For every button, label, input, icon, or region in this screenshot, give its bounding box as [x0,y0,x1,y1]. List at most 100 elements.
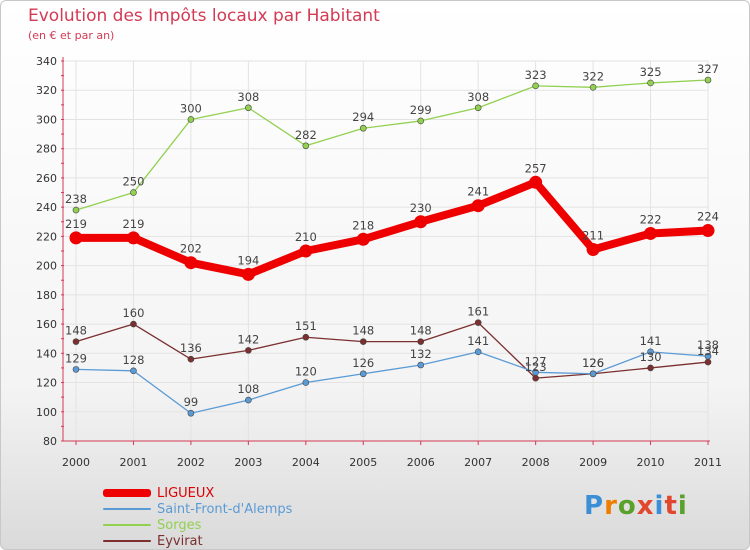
data-label: 138 [697,338,719,352]
data-point [187,116,195,123]
data-point [414,215,428,229]
data-label: 282 [295,128,317,142]
data-label: 129 [65,351,87,365]
data-label: 211 [582,229,604,243]
series-line [75,79,709,211]
data-point [187,409,195,417]
data-label: 126 [352,356,374,370]
data-point [69,231,83,245]
x-tick-label: 2002 [177,456,205,469]
axis-layer: 80 100 120 140 160 180 200 220 240 260 280 300 320 34… [36,55,722,469]
data-label: 241 [467,185,489,199]
data-point [302,333,310,341]
y-tick-label: 260 [36,172,57,185]
legend-item: Sorges [103,517,292,533]
legend-swatch [103,524,151,526]
data-point [589,370,597,378]
data-point [644,226,658,240]
data-label: 160 [122,306,144,320]
data-point [299,244,313,258]
series-sorges [72,76,712,214]
data-label: 126 [582,356,604,370]
data-label: 99 [184,395,199,409]
data-label: 128 [122,353,144,367]
x-tick-label: 2001 [119,456,147,469]
data-point [356,232,370,246]
data-label: 219 [65,217,87,231]
data-point [704,352,712,360]
data-point [704,358,712,366]
chart-subtitle: (en € et par an) [28,29,115,42]
data-label: 151 [295,319,317,333]
grid-layer [62,60,709,442]
data-label: 136 [180,341,202,355]
proxiti-logo: Proxiti [584,491,688,521]
data-point [417,361,425,369]
x-tick-label: 2011 [694,456,722,469]
data-label: 210 [295,230,317,244]
data-point [130,367,137,375]
legend: LIGUEUX Saint-Front-d'Alemps Sorges Eyvirat [103,485,292,549]
y-tick-label: 340 [36,55,57,68]
data-label: 323 [525,68,547,82]
data-point [417,338,425,345]
x-tick-label: 2009 [579,456,607,469]
data-point [474,319,482,326]
data-point [471,199,485,213]
x-tick-label: 2010 [637,456,665,469]
data-label: 250 [122,175,144,189]
data-point [359,124,367,132]
data-label: 300 [180,101,202,115]
series-ligueux [69,175,715,281]
data-label-layer: 238 250 300 308 282 294 299 308 323 322 325 327 148 1… [65,62,719,409]
data-label: 130 [640,350,662,364]
y-tick-label: 220 [36,230,57,243]
y-tick-label: 180 [36,289,57,302]
data-point [359,338,367,345]
data-point [72,206,80,214]
data-label: 142 [237,332,259,346]
data-point [529,175,543,189]
y-tick-label: 160 [36,318,57,331]
legend-item: Eyvirat [103,533,292,549]
data-label: 257 [525,161,547,175]
data-point [701,224,715,238]
data-point [532,374,539,382]
data-point [532,82,539,90]
data-point [474,104,482,112]
y-tick-label: 120 [36,377,57,390]
data-point [647,364,654,372]
legend-swatch [103,540,151,542]
data-point [245,347,252,354]
logo-letter: i [654,491,665,521]
legend-label: LIGUEUX [157,485,215,501]
x-tick-label: 2000 [62,456,90,469]
y-tick-label: 300 [36,113,57,126]
data-label: 148 [352,324,374,338]
series-eyvirat [72,319,712,382]
data-label: 123 [525,360,547,374]
data-label: 194 [237,253,259,267]
data-point [302,142,310,150]
chart-title: Evolution des Impôts locaux par Habitant [28,6,380,26]
data-label: 327 [697,62,719,76]
series-line [75,321,709,379]
data-label: 222 [640,212,662,226]
x-tick-label: 2003 [234,456,262,469]
data-label: 322 [582,69,604,83]
data-label: 108 [237,382,259,396]
logo-letter: o [617,491,637,521]
y-tick-label: 100 [36,406,57,419]
data-point [184,256,198,270]
data-label: 126 [582,356,604,370]
data-label: 325 [640,65,662,79]
data-label: 238 [65,192,87,206]
logo-letter: x [636,491,655,521]
legend-swatch [103,508,151,510]
data-point [302,379,310,386]
data-point [532,369,539,376]
logo-letter: t [664,491,678,521]
data-point [245,396,252,404]
